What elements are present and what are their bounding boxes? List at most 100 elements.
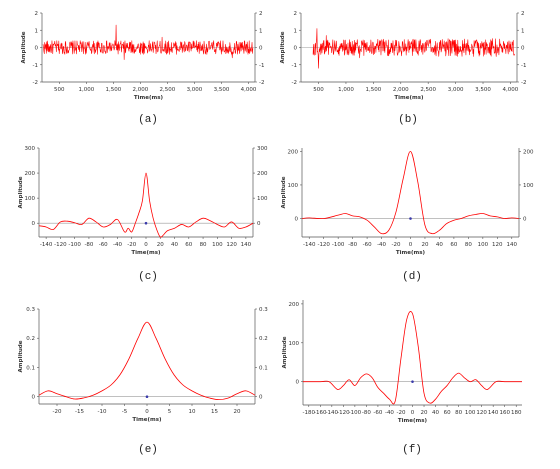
x-tick-label: -60 [373,410,382,416]
center-marker [144,221,148,225]
series-line [303,311,522,405]
x-tick-label: -140 [326,410,339,416]
y-axis-label: Amplitude [18,176,24,208]
chart-panel-b: -2 -2 -1 -1 0 0 1 1 2 2 500 1,000 1,500 2,000 2,500 3,0… [280,11,526,126]
y-tick-label-right: 100 [257,196,268,202]
center-marker [409,217,412,220]
y-tick-label: 200 [288,149,299,155]
y-tick-label: 300 [25,146,36,152]
x-tick-label: 3,500 [214,87,230,93]
y-tick-label-right: 1 [259,28,263,34]
x-tick-label: 2,000 [393,87,409,93]
x-tick-label: 120 [492,242,503,248]
x-tick-label: 140 [241,242,252,248]
y-tick-label-right: 100 [523,183,534,189]
x-tick-label: -40 [377,242,386,248]
y-tick-label: 2 [35,11,39,17]
x-tick-label: -20 [396,410,405,416]
x-tick-label: 140 [488,410,499,416]
y-tick-label: 0.1 [26,365,35,371]
y-axis-label: Amplitude [21,31,27,63]
y-tick-label-right: 0 [259,46,263,52]
series-line [38,172,254,238]
x-tick-label: 5 [168,409,172,415]
chart-panel-e: 0 0 0.1 0.1 0.2 0.2 0.3 0.3 -20 -15 -10 -5 0 5 10 15 20 T… [18,307,268,456]
x-tick-label: 80 [200,242,207,248]
x-tick-label: 1,000 [78,87,94,93]
x-tick-label: -20 [53,409,62,415]
series-line [38,321,256,401]
x-tick-label: 120 [226,242,237,248]
x-tick-label: 100 [478,242,489,248]
y-tick-label: 0 [294,46,298,52]
y-tick-label: 0 [295,217,299,223]
y-tick-label: 100 [25,196,36,202]
y-axis-label: Amplitude [280,31,286,63]
panel-caption: (e) [138,444,158,456]
x-tick-label: -60 [99,242,108,248]
x-axis-label: Time(ms) [396,250,426,256]
y-tick-label-right: 0.3 [259,307,268,313]
x-tick-label: -80 [348,242,357,248]
y-axis-label: Amplitude [18,340,24,372]
x-tick-label: -40 [385,410,394,416]
x-tick-label: 40 [436,242,443,248]
y-tick-label: 0 [35,46,39,52]
y-tick-label-right: -2 [521,80,526,86]
x-tick-label: 0 [144,242,148,248]
y-tick-label-right: 0 [257,221,261,227]
x-tick-label: 20 [157,242,164,248]
y-tick-label-right: 0 [259,395,263,401]
y-tick-label: -1 [33,63,38,69]
y-tick-label-right: 0 [521,46,525,52]
y-tick-label: 0.3 [26,307,35,313]
y-tick-label: 200 [289,302,300,308]
x-axis-label: Time(ms) [131,250,161,256]
y-tick-label: 2 [294,11,298,17]
x-tick-label: 100 [212,242,223,248]
y-tick-label: -1 [292,63,297,69]
x-tick-label: -140 [303,242,316,248]
y-tick-label: 0 [296,380,300,386]
x-tick-label: 4,000 [503,87,519,93]
x-tick-label: 3,000 [448,87,464,93]
y-tick-label: 0 [32,221,36,227]
y-tick-label-right: -1 [259,63,264,69]
y-tick-label-right: 300 [257,146,268,152]
x-tick-label: -20 [127,242,136,248]
y-tick-label-right: 1 [521,28,525,34]
x-tick-label: 20 [234,409,241,415]
y-tick-label-right: 0 [523,217,527,223]
y-tick-label: -2 [292,80,297,86]
y-tick-label-right: -1 [521,63,526,69]
y-tick-label-right: 200 [257,171,268,177]
x-tick-label: -100 [349,410,362,416]
chart-panel-d: 0 0 100 100 200 200 -140 -120 -100 -80 -60 -40 -20 0 2… [281,148,534,283]
y-tick-label-right: 0.1 [259,365,268,371]
x-tick-label: -60 [363,242,372,248]
x-tick-label: 2,500 [160,87,176,93]
x-tick-label: 10 [189,409,196,415]
x-tick-label: 2,500 [420,87,436,93]
center-marker [145,395,149,398]
x-tick-label: -100 [332,242,345,248]
y-tick-label: 1 [294,28,298,34]
center-marker [411,380,414,383]
y-tick-label-right: 200 [523,149,534,155]
series-line [42,24,254,60]
x-tick-label: 60 [185,242,192,248]
series-line [301,150,520,235]
x-axis-label: Time(ms) [394,95,424,101]
x-tick-label: 100 [465,410,476,416]
x-tick-label: 160 [499,410,510,416]
x-tick-label: 1,000 [338,87,354,93]
series-line [312,28,516,69]
x-tick-label: -5 [122,409,128,415]
x-tick-label: 0 [411,410,415,416]
y-tick-label: 200 [25,171,36,177]
y-tick-label: -2 [33,80,38,86]
x-tick-label: 60 [450,242,457,248]
x-axis-label: Time(ms) [398,418,428,424]
